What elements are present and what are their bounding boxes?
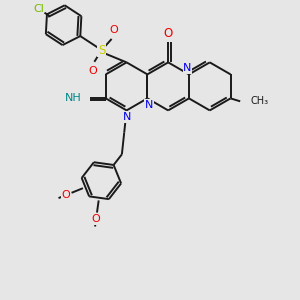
Text: N: N [183, 63, 192, 73]
Text: N: N [145, 100, 153, 110]
Text: O: O [110, 25, 118, 35]
Text: S: S [98, 44, 105, 57]
Text: O: O [88, 66, 97, 76]
Text: O: O [164, 28, 173, 40]
Text: Cl: Cl [33, 4, 44, 14]
Text: N: N [122, 112, 131, 122]
Text: NH: NH [65, 93, 82, 103]
Text: CH₃: CH₃ [250, 96, 268, 106]
Text: O: O [92, 214, 100, 224]
Text: O: O [61, 190, 70, 200]
